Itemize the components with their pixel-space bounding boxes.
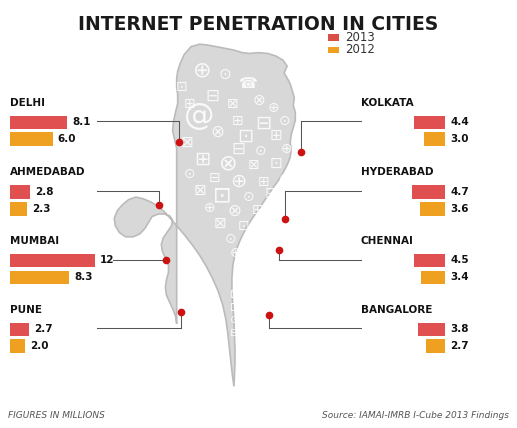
- Text: ⊞: ⊞: [232, 274, 244, 288]
- Text: 8.1: 8.1: [72, 117, 91, 127]
- Text: ⊕: ⊕: [281, 142, 293, 155]
- Bar: [10, 339, 24, 353]
- Bar: [420, 202, 445, 216]
- Bar: [414, 116, 445, 129]
- Text: ⊞: ⊞: [194, 149, 210, 169]
- Text: ⊗: ⊗: [219, 153, 237, 173]
- Text: 2.7: 2.7: [450, 341, 469, 351]
- Text: ⊠: ⊠: [230, 288, 241, 301]
- Text: ⊠: ⊠: [180, 135, 193, 150]
- Text: ⊙: ⊙: [242, 190, 254, 204]
- Text: ⊗: ⊗: [227, 202, 241, 220]
- Bar: [412, 185, 445, 199]
- Text: ⊠: ⊠: [227, 97, 239, 111]
- Bar: [328, 34, 339, 41]
- Text: 6.0: 6.0: [58, 134, 77, 144]
- Text: ⊡: ⊡: [270, 156, 283, 171]
- Text: 2.0: 2.0: [29, 341, 48, 351]
- Text: 12: 12: [100, 256, 114, 265]
- Text: 3.0: 3.0: [450, 134, 469, 144]
- Text: 2.3: 2.3: [32, 204, 50, 214]
- Text: ⊗: ⊗: [278, 172, 290, 186]
- Bar: [10, 270, 69, 284]
- Bar: [418, 323, 445, 336]
- Text: INTERNET PENETRATION IN CITIES: INTERNET PENETRATION IN CITIES: [79, 15, 438, 34]
- Text: 2.7: 2.7: [35, 324, 53, 334]
- Text: ⊞: ⊞: [258, 175, 269, 189]
- Text: ⊟: ⊟: [231, 140, 245, 158]
- Text: 8.3: 8.3: [74, 272, 93, 282]
- Text: ⊡: ⊡: [237, 126, 254, 146]
- Text: ⊕: ⊕: [204, 201, 215, 215]
- Bar: [414, 254, 445, 267]
- Bar: [10, 202, 26, 216]
- Text: ⊠: ⊠: [248, 158, 259, 172]
- Text: ⊕: ⊕: [230, 172, 246, 190]
- Bar: [10, 185, 30, 199]
- Text: ⊗: ⊗: [252, 92, 265, 107]
- Text: ⊞: ⊞: [184, 97, 195, 111]
- Text: ⊗: ⊗: [237, 260, 249, 274]
- Text: ⊠: ⊠: [193, 183, 206, 198]
- Text: 2012: 2012: [345, 44, 375, 56]
- Text: ⊗: ⊗: [210, 123, 224, 141]
- Bar: [10, 254, 95, 267]
- Text: ⊞: ⊞: [232, 114, 244, 128]
- Text: ☎: ☎: [239, 76, 258, 91]
- Text: 4.4: 4.4: [450, 117, 469, 127]
- Text: @: @: [185, 102, 215, 131]
- Text: HYDERABAD: HYDERABAD: [361, 167, 433, 177]
- Text: DELHI: DELHI: [10, 98, 45, 107]
- Text: Source: IAMAI-IMRB I-Cube 2013 Findings: Source: IAMAI-IMRB I-Cube 2013 Findings: [322, 411, 509, 420]
- Text: ⊡: ⊡: [214, 185, 232, 205]
- Text: PUNE: PUNE: [10, 305, 42, 315]
- Text: 3.4: 3.4: [450, 272, 469, 282]
- Text: ⊞: ⊞: [270, 128, 283, 143]
- Text: ⊕: ⊕: [193, 60, 211, 80]
- Bar: [421, 270, 445, 284]
- Text: ⊟: ⊟: [209, 171, 221, 185]
- Bar: [10, 116, 67, 129]
- Text: ⊕: ⊕: [268, 101, 280, 116]
- Text: ⊙: ⊙: [255, 144, 267, 158]
- Text: 3.8: 3.8: [450, 324, 469, 334]
- Bar: [10, 323, 29, 336]
- Text: ⊟: ⊟: [206, 87, 219, 105]
- Text: ⊡: ⊡: [176, 80, 188, 94]
- Polygon shape: [114, 44, 295, 386]
- Text: 2.8: 2.8: [35, 187, 54, 197]
- Text: ⊙: ⊙: [219, 67, 232, 82]
- Text: ⊟: ⊟: [265, 186, 278, 201]
- Text: ⊡: ⊡: [237, 219, 249, 233]
- Text: ⊙: ⊙: [224, 232, 236, 246]
- Text: FIGURES IN MILLIONS: FIGURES IN MILLIONS: [8, 411, 105, 420]
- Text: 4.7: 4.7: [450, 187, 469, 197]
- Text: ⊞: ⊞: [252, 203, 263, 217]
- Text: KOLKATA: KOLKATA: [361, 98, 414, 107]
- Text: AHMEDABAD: AHMEDABAD: [10, 167, 86, 177]
- Text: ⊙: ⊙: [230, 315, 240, 325]
- Bar: [10, 133, 53, 146]
- Text: 2013: 2013: [345, 31, 375, 44]
- Bar: [426, 339, 445, 353]
- Text: 4.5: 4.5: [450, 256, 469, 265]
- Bar: [328, 47, 339, 54]
- Text: ⊙: ⊙: [278, 114, 290, 128]
- Text: ⊡: ⊡: [230, 301, 241, 314]
- Text: 3.6: 3.6: [450, 204, 469, 214]
- Text: ⊟: ⊟: [247, 232, 260, 247]
- Text: ⊕: ⊕: [230, 246, 241, 260]
- Text: CHENNAI: CHENNAI: [361, 236, 414, 246]
- Bar: [424, 133, 445, 146]
- Text: ⊟: ⊟: [255, 114, 272, 133]
- Text: ⊙: ⊙: [184, 167, 195, 181]
- Text: ⊟: ⊟: [230, 328, 239, 338]
- Text: MUMBAI: MUMBAI: [10, 236, 59, 246]
- Text: ⊠: ⊠: [214, 216, 226, 231]
- Text: BANGALORE: BANGALORE: [361, 305, 432, 315]
